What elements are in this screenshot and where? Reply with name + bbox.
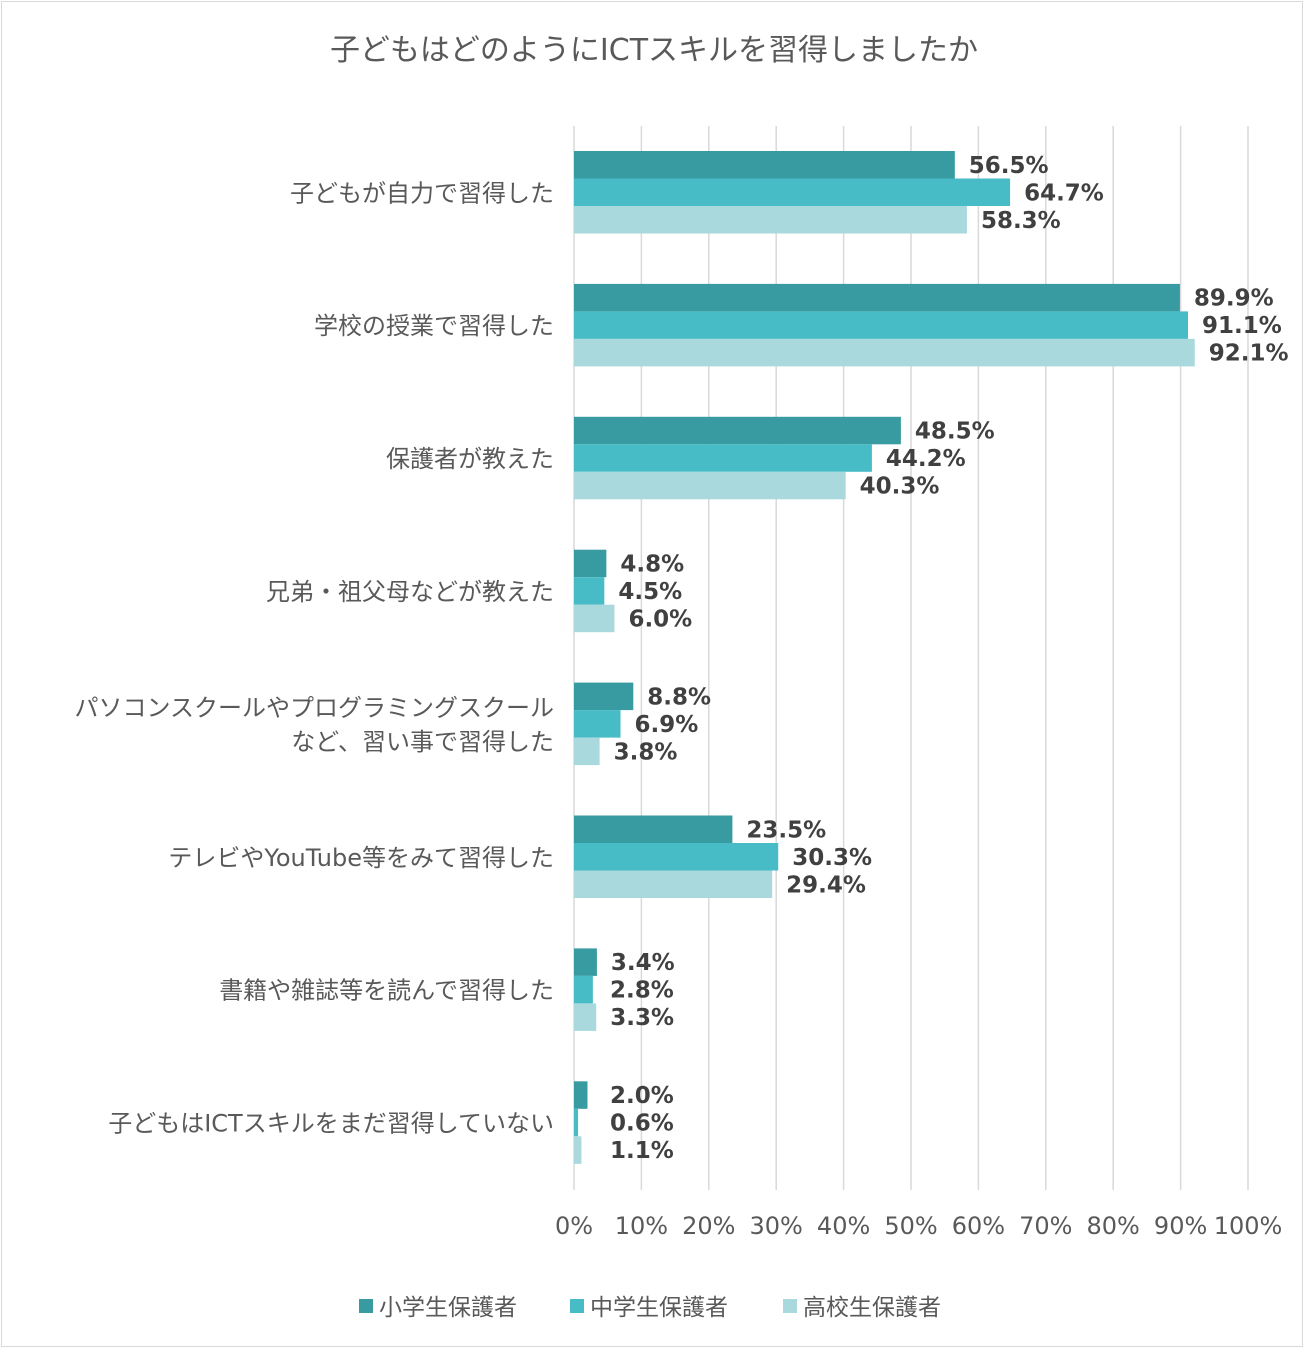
bar (574, 1003, 597, 1031)
category-label: テレビやYouTube等をみて習得した (168, 844, 554, 872)
legend: 小学生保護者 中学生保護者 高校生保護者 (359, 1295, 941, 1321)
data-label: 56.5% (969, 153, 1049, 179)
data-label: 44.2% (886, 446, 966, 472)
bar (574, 283, 1180, 312)
category-label: 保護者が教えた (386, 445, 554, 473)
bar (574, 577, 605, 605)
data-label: 1.1% (610, 1138, 674, 1164)
category-label: 書籍や雑誌等を読んで習得した (219, 977, 554, 1005)
bar (574, 471, 846, 500)
bar (574, 948, 597, 976)
x-tick-label: 90% (1154, 1212, 1207, 1240)
bar (574, 815, 733, 843)
x-tick-label: 30% (750, 1212, 803, 1240)
bar (574, 737, 600, 766)
data-label: 40.3% (860, 474, 940, 500)
data-label: 29.4% (786, 872, 866, 898)
data-label: 92.1% (1209, 341, 1289, 367)
bars: 56.5%64.7%58.3% 89.9%91.1%92.1% 48.5%44.2%… (574, 151, 1289, 1164)
category-label: 子どもはICTスキルをまだ習得していない (108, 1110, 554, 1138)
legend-label: 小学生保護者 (379, 1295, 517, 1321)
data-label: 8.8% (647, 684, 711, 710)
bar (574, 444, 872, 472)
data-label: 4.5% (618, 579, 682, 605)
x-tick-label: 50% (884, 1212, 937, 1240)
chart-title: 子どもはどのようにICTスキルを習得しましたか (330, 33, 978, 68)
category-label: など、習い事で習得した (291, 728, 554, 756)
data-label: 64.7% (1024, 180, 1104, 206)
data-label: 58.3% (981, 208, 1061, 234)
x-tick-label: 0% (555, 1212, 593, 1240)
data-label: 3.4% (611, 950, 675, 976)
x-tick-label: 60% (952, 1212, 1005, 1240)
bar (574, 1081, 588, 1109)
data-label: 23.5% (746, 817, 826, 843)
bar (574, 682, 634, 711)
bar (574, 151, 955, 179)
category-label: パソコンスクールやプログラミングスクール (74, 694, 554, 722)
category-label: 兄弟・祖父母などが教えた (266, 578, 554, 606)
bar (574, 843, 779, 871)
data-label: 0.6% (610, 1111, 674, 1137)
x-tick-label: 100% (1214, 1212, 1283, 1240)
bar (574, 206, 967, 234)
data-label: 89.9% (1194, 286, 1274, 312)
bar (574, 549, 607, 578)
legend-swatch (570, 1299, 584, 1313)
bar (574, 710, 621, 738)
bar (574, 1108, 579, 1137)
category-labels: 子どもが自力で習得した学校の授業で習得した保護者が教えた兄弟・祖父母などが教えた… (74, 179, 554, 1137)
category-label: 子どもが自力で習得した (290, 179, 554, 207)
legend-swatch (783, 1299, 797, 1313)
legend-swatch (359, 1299, 373, 1313)
bar (574, 338, 1195, 367)
legend-label: 高校生保護者 (803, 1295, 941, 1321)
data-label: 30.3% (792, 845, 872, 871)
data-label: 2.8% (610, 978, 674, 1004)
data-label: 2.0% (610, 1083, 674, 1109)
bar (574, 178, 1011, 206)
bar (574, 311, 1189, 339)
x-tick-label: 70% (1019, 1212, 1072, 1240)
bar (574, 604, 615, 633)
data-label: 4.8% (620, 551, 684, 577)
data-label: 48.5% (915, 419, 995, 445)
bar (574, 416, 901, 445)
data-label: 3.3% (610, 1005, 674, 1031)
bar (574, 1136, 582, 1164)
bar (574, 870, 773, 898)
data-label: 6.0% (628, 606, 692, 632)
category-label: 学校の授業で習得した (314, 312, 554, 340)
x-tick-label: 80% (1087, 1212, 1140, 1240)
data-label: 6.9% (635, 712, 699, 738)
x-tick-label: 40% (817, 1212, 870, 1240)
bar (574, 975, 593, 1004)
legend-label: 中学生保護者 (590, 1295, 728, 1321)
x-tick-label: 10% (615, 1212, 668, 1240)
data-label: 91.1% (1202, 313, 1282, 339)
x-axis-tick-labels: 0% 10% 20% 30% 40% 50% 60% 70% 80% 90% 100% (555, 1212, 1282, 1240)
x-tick-label: 20% (682, 1212, 735, 1240)
data-label: 3.8% (614, 739, 678, 765)
